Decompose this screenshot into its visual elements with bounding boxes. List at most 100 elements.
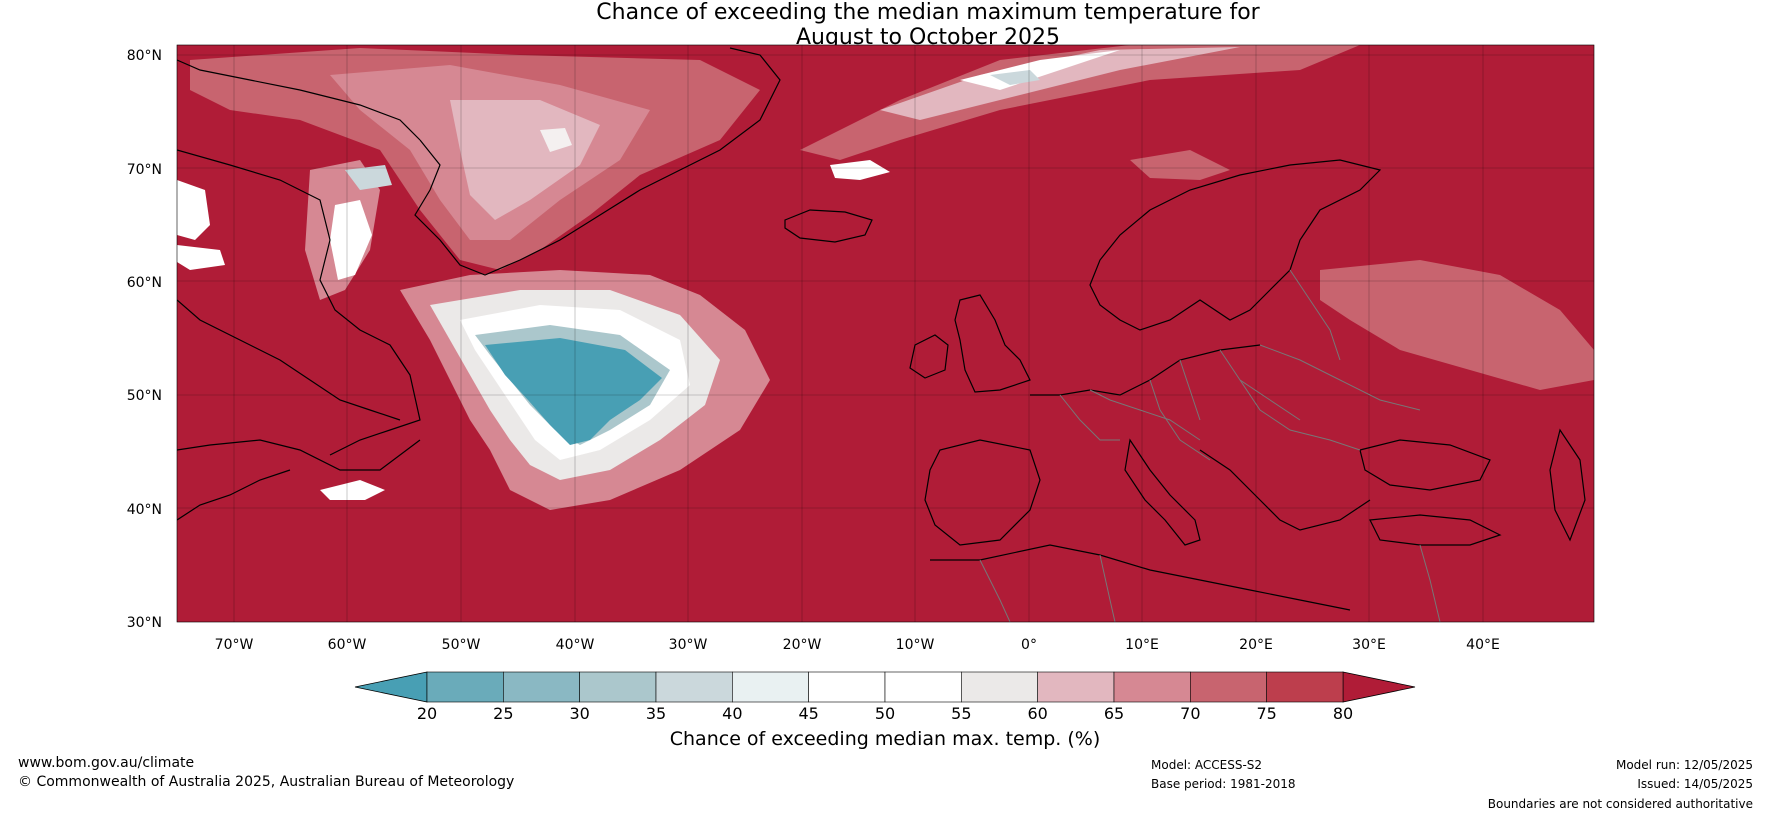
footer-copyright: © Commonwealth of Australia 2025, Austra… (18, 774, 515, 790)
colorbar-extend-high (1342, 671, 1416, 703)
arctic-band-75 (880, 47, 1240, 120)
map-border (176, 44, 1595, 623)
black-sea-coast (1359, 439, 1491, 491)
coastlines (177, 47, 1586, 611)
colorbar-segment (1190, 671, 1267, 703)
canada-coast (177, 439, 421, 471)
colorbar-tick-label: 30 (569, 704, 589, 723)
colorbar-segment (884, 671, 962, 703)
colorbar-tick-label: 70 (1180, 704, 1200, 723)
lon-label: 30°W (669, 637, 708, 653)
patch-iceland-east-white (830, 160, 890, 180)
lon-label: 10°E (1125, 637, 1159, 653)
colorbar-tick-label: 25 (493, 704, 513, 723)
us-east-coast (177, 469, 291, 521)
border-3 (1149, 379, 1211, 461)
lat-label: 80°N (127, 48, 162, 64)
colorbar-segment (808, 671, 886, 703)
colorbar-extend-low (354, 671, 428, 703)
britain-coast (954, 294, 1031, 393)
colorbar-tick-label: 35 (646, 704, 666, 723)
border-6 (1289, 269, 1341, 361)
colorbar-tick-label: 80 (1333, 704, 1353, 723)
colorbar-tick-label: 50 (875, 704, 895, 723)
colorbar-segment (1266, 671, 1344, 703)
footer-website: www.bom.gov.au/climate (18, 755, 195, 771)
colorbar-title: Chance of exceeding median max. temp. (%… (669, 728, 1101, 750)
lon-label: 20°E (1239, 637, 1273, 653)
colorbar-tick-label: 45 (798, 704, 818, 723)
colorbar-segment (1037, 671, 1115, 703)
colorbar-segment (961, 671, 1038, 703)
greenland-shade-white (540, 128, 572, 152)
lon-label: 30°E (1352, 637, 1386, 653)
title-line-1: Chance of exceeding the median maximum t… (596, 0, 1260, 25)
footer-model-run: Model run: 12/05/2025 (1615, 758, 1753, 772)
border-1 (1059, 394, 1120, 441)
country-borders (979, 269, 1441, 622)
chart-title: Chance of exceeding the median maximum t… (0, 0, 1770, 50)
border-11 (1419, 544, 1441, 622)
iceland-coast (784, 209, 873, 243)
lat-label: 40°N (127, 502, 162, 518)
lon-label: 50°W (442, 637, 481, 653)
lon-label: 70°W (215, 637, 254, 653)
colorbar-segment (579, 671, 657, 703)
border-10 (1099, 554, 1116, 622)
labrador-west-white2 (177, 245, 225, 270)
labrador-west-white (177, 180, 210, 240)
longitude-labels: 70°W 60°W 50°W 40°W 30°W 20°W 10°W 0° 10… (215, 637, 1500, 653)
arctic-band-65 (800, 45, 1360, 160)
greenland-coast (414, 47, 781, 276)
lon-label: 40°E (1466, 637, 1500, 653)
iberia-coast (924, 439, 1041, 546)
border-8 (1239, 379, 1301, 421)
colorbar-segment (503, 671, 580, 703)
colorbar-segment (655, 671, 733, 703)
lat-label: 60°N (127, 275, 162, 291)
colorbar-tick-label: 65 (1104, 704, 1124, 723)
lon-label: 20°W (783, 637, 822, 653)
colorbar: 20 25 30 35 40 45 50 55 60 65 70 75 80 (354, 671, 1416, 723)
lat-label: 50°N (127, 388, 162, 404)
arctic-blue-patch (990, 70, 1040, 85)
lat-label: 30°N (127, 615, 162, 631)
colorbar-tick-label: 75 (1256, 704, 1276, 723)
lat-label: 70°N (127, 162, 162, 178)
colorbar-tick-label: 20 (417, 704, 437, 723)
colorbar-tick-label: 55 (951, 704, 971, 723)
border-2 (1089, 389, 1201, 441)
border-9 (979, 559, 1011, 622)
lon-label: 0° (1021, 637, 1037, 653)
atlantic-shade-20 (485, 338, 662, 445)
border-7 (1179, 359, 1201, 421)
footer-base-period: Base period: 1981-2018 (1151, 777, 1296, 791)
ireland-coast (909, 334, 949, 379)
probability-shading (177, 45, 1594, 510)
border-5 (1259, 344, 1421, 411)
russia-shade-70 (1320, 260, 1594, 390)
lon-label: 10°W (896, 637, 935, 653)
baffin-white (330, 200, 372, 280)
caspian-coast (1549, 428, 1586, 542)
footer-boundaries: Boundaries are not considered authoritat… (1487, 797, 1753, 811)
patch-nova-scotia-white (320, 480, 385, 500)
graticule (177, 45, 1594, 622)
baffin-coast (177, 149, 421, 456)
footer-issued: Issued: 14/05/2025 (1637, 777, 1753, 791)
europe-coast (1030, 344, 1261, 396)
lon-label: 60°W (328, 637, 367, 653)
africa-coast (930, 544, 1351, 611)
footer-model: Model: ACCESS-S2 (1151, 758, 1263, 772)
colorbar-segment (732, 671, 809, 703)
baffin-blue (345, 165, 392, 190)
colorbar-tick-label: 40 (722, 704, 742, 723)
colorbar-segment (426, 671, 504, 703)
scandinavia-coast (1089, 159, 1382, 331)
barents-shade (1130, 150, 1230, 180)
colorbar-segment (1113, 671, 1191, 703)
anatolia-coast (1369, 514, 1502, 546)
latitude-labels: 80°N 70°N 60°N 50°N 40°N 30°N (127, 48, 162, 631)
labrador-coast (177, 299, 401, 421)
